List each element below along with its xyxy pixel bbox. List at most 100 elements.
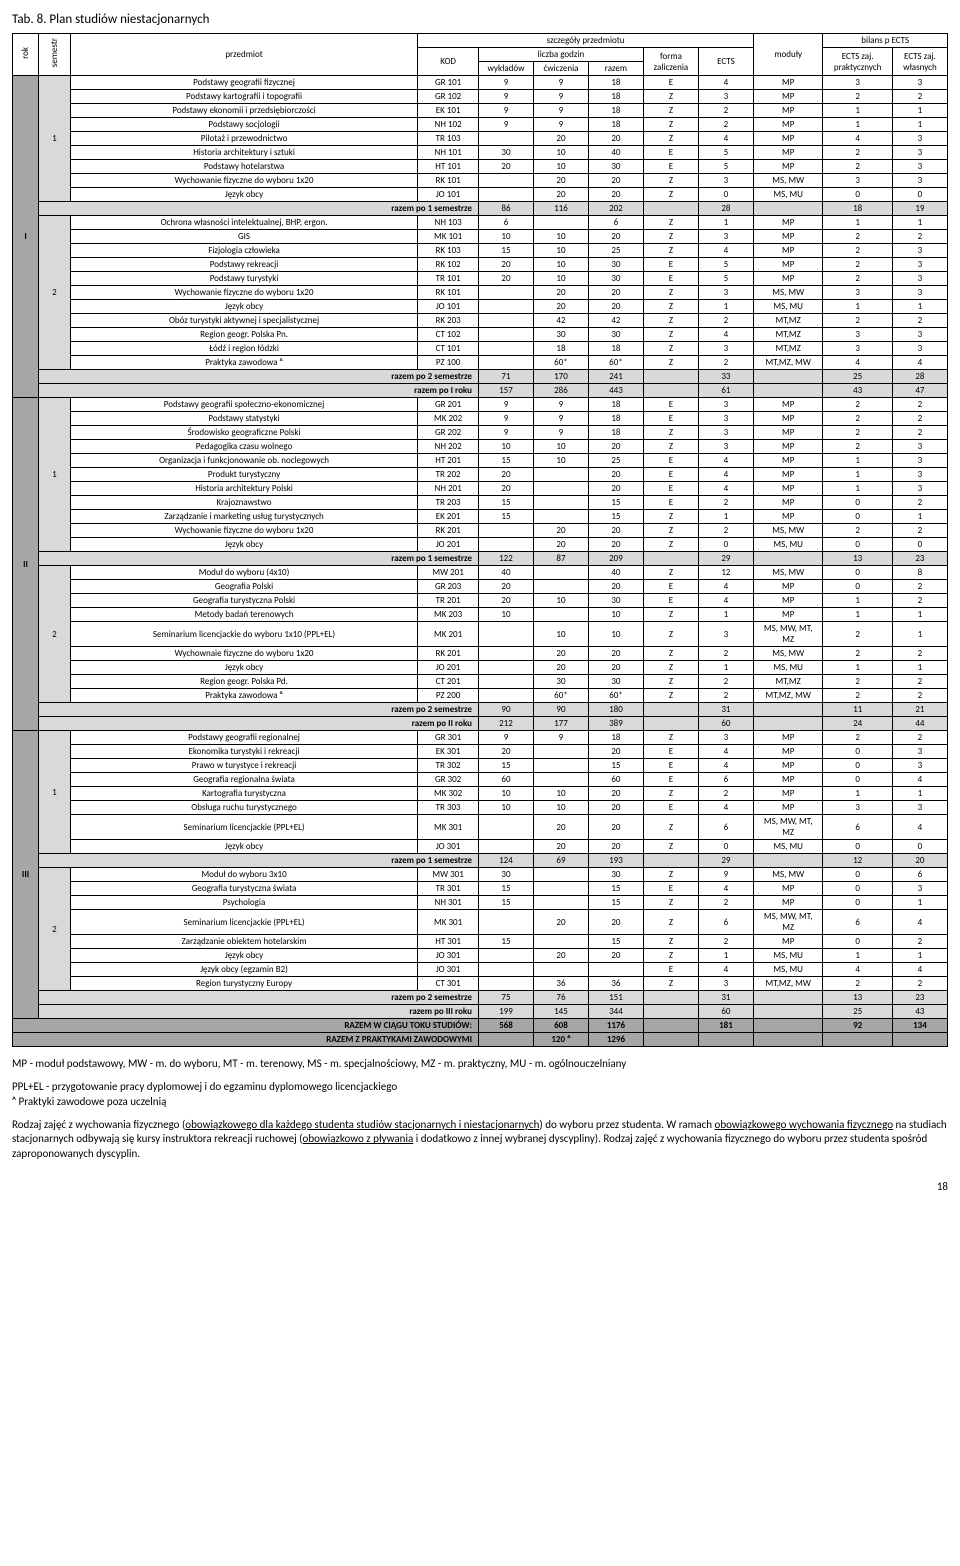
table-cell: Z xyxy=(643,216,698,230)
table-cell: Z xyxy=(643,910,698,935)
table-cell: MS, MW, MT, MZ xyxy=(753,622,822,647)
table-cell: 1 xyxy=(892,104,947,118)
table-row: Podstawy ekonomii i przedsiębiorczościEK… xyxy=(13,104,948,118)
table-cell: 5 xyxy=(698,272,753,286)
table-cell: E xyxy=(643,398,698,412)
table-cell: 10 xyxy=(533,146,588,160)
table-cell: 9 xyxy=(533,426,588,440)
table-cell: 6 xyxy=(588,216,643,230)
table-cell: 20 xyxy=(588,188,643,202)
table-cell: razem po I roku xyxy=(39,384,479,398)
table-cell: 3 xyxy=(698,977,753,991)
table-cell: 25 xyxy=(823,1005,892,1019)
table-cell: Podstawy turystyki xyxy=(70,272,417,286)
table-cell xyxy=(753,991,822,1005)
table-cell: 9 xyxy=(533,412,588,426)
table-cell: TR 101 xyxy=(418,272,479,286)
table-cell: 0 xyxy=(823,935,892,949)
table-cell xyxy=(478,689,533,703)
table-row: Język obcyJO 1012020Z1MS, MU11 xyxy=(13,300,948,314)
table-cell: 60* xyxy=(533,689,588,703)
table-row: Podstawy kartografii i topografiiGR 1029… xyxy=(13,90,948,104)
table-cell: MS, MW, MT, MZ xyxy=(753,910,822,935)
table-cell: 87 xyxy=(533,552,588,566)
table-cell: Wychowanie fizyczne do wyboru 1x20 xyxy=(70,286,417,300)
table-cell: MS, MW xyxy=(753,868,822,882)
table-cell: MS, MW xyxy=(753,647,822,661)
table-cell: 10 xyxy=(533,454,588,468)
table-row: Wychowanie fizyczne do wyboru 1x20RK 101… xyxy=(13,174,948,188)
table-cell: 43 xyxy=(892,1005,947,1019)
table-cell xyxy=(478,1033,533,1047)
table-cell: 30 xyxy=(533,675,588,689)
table-cell: Podstawy socjologii xyxy=(70,118,417,132)
table-row: KrajoznawstwoTR 2031515E2MP02 xyxy=(13,496,948,510)
table-row: Produkt turystycznyTR 2022020E4MP13 xyxy=(13,468,948,482)
table-cell: 20 xyxy=(588,524,643,538)
table-cell: 18 xyxy=(588,342,643,356)
table-cell xyxy=(478,132,533,146)
table-cell xyxy=(478,840,533,854)
table-cell: 1 xyxy=(892,787,947,801)
table-cell: E xyxy=(643,773,698,787)
table-cell: 20 xyxy=(533,286,588,300)
table-cell: 15 xyxy=(478,896,533,910)
table-cell: 20 xyxy=(588,745,643,759)
table-cell: 25 xyxy=(588,244,643,258)
table-cell: 2 xyxy=(892,398,947,412)
table-row: Geografia turystyczna świataTR 3011515E4… xyxy=(13,882,948,896)
table-row: III1Podstawy geografii regionalnejGR 301… xyxy=(13,731,948,745)
table-cell: 3 xyxy=(698,731,753,745)
table-cell: 20 xyxy=(588,482,643,496)
table-cell xyxy=(533,759,588,773)
table-cell: NH 102 xyxy=(418,118,479,132)
table-cell: 1 xyxy=(39,731,71,854)
table-cell: Produkt turystyczny xyxy=(70,468,417,482)
table-cell: 157 xyxy=(478,384,533,398)
table-cell: 344 xyxy=(588,1005,643,1019)
table-cell: Region turystyczny Europy xyxy=(70,977,417,991)
table-cell: 3 xyxy=(823,174,892,188)
table-cell: MP xyxy=(753,398,822,412)
footnote-praktyki: ᴬ Praktyki zawodowe poza uczelnią xyxy=(12,1095,948,1110)
table-cell: E xyxy=(643,272,698,286)
table-cell xyxy=(478,675,533,689)
footnote-ppl: PPL+EL - przygotowanie pracy dyplomowej … xyxy=(12,1080,948,1095)
table-cell: 23 xyxy=(892,552,947,566)
table-cell: NH 101 xyxy=(418,146,479,160)
table-cell: MS, MU xyxy=(753,538,822,552)
table-cell: MP xyxy=(753,90,822,104)
table-cell: 60 xyxy=(698,1005,753,1019)
table-row: I1Podstawy geografii fizycznejGR 1019918… xyxy=(13,76,948,90)
table-cell: 4 xyxy=(698,76,753,90)
table-cell: 2 xyxy=(698,787,753,801)
table-cell xyxy=(533,482,588,496)
table-cell: 40 xyxy=(478,566,533,580)
table-cell: 20 xyxy=(478,160,533,174)
table-cell: GR 203 xyxy=(418,580,479,594)
table-cell: 18 xyxy=(823,202,892,216)
table-row: GISMK 101101020Z3MP22 xyxy=(13,230,948,244)
table-cell: MP xyxy=(753,468,822,482)
table-cell: Język obcy xyxy=(70,840,417,854)
table-cell: MP xyxy=(753,496,822,510)
table-cell: 1 xyxy=(698,661,753,675)
table-cell: 2 xyxy=(892,90,947,104)
table-cell: MP xyxy=(753,580,822,594)
table-cell: TR 201 xyxy=(418,594,479,608)
year-sum-row: razem po III roku199145344602543 xyxy=(13,1005,948,1019)
table-cell: MS, MW xyxy=(753,174,822,188)
table-cell: 29 xyxy=(698,854,753,868)
table-row: Język obcyJO 3012020Z0MS, MU00 xyxy=(13,840,948,854)
table-cell: 0 xyxy=(823,496,892,510)
table-cell: razem po 2 semestrze xyxy=(39,370,479,384)
table-cell: MP xyxy=(753,104,822,118)
table-row: 2Moduł do wyboru (4x10)MW 2014040Z12MS, … xyxy=(13,566,948,580)
table-cell: Praktyka zawodowa ᴬ xyxy=(70,356,417,370)
table-cell: MK 301 xyxy=(418,910,479,935)
table-cell: 15 xyxy=(588,759,643,773)
table-cell: Zarządzanie obiektem hotelarskim xyxy=(70,935,417,949)
table-cell: 9 xyxy=(478,398,533,412)
table-cell: 86 xyxy=(478,202,533,216)
table-cell: Podstawy rekreacji xyxy=(70,258,417,272)
